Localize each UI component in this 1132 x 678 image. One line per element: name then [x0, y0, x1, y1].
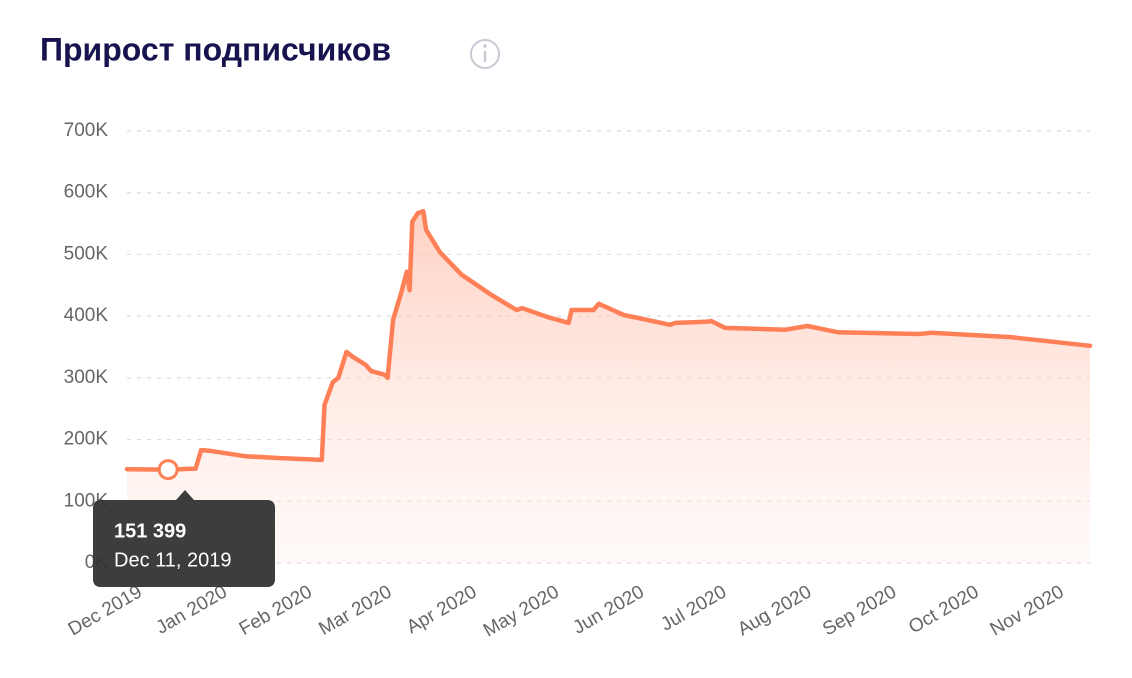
tooltip-value: 151 399	[114, 520, 186, 542]
x-tick-label: Apr 2020	[403, 581, 480, 638]
x-tick-label: May 2020	[480, 581, 563, 641]
info-icon[interactable]	[470, 39, 500, 69]
x-tick-label: Mar 2020	[315, 581, 395, 639]
x-tick-label: Jul 2020	[657, 581, 730, 635]
x-tick-label: Dec 2019	[65, 581, 146, 640]
x-tick-label: Oct 2020	[905, 581, 982, 638]
x-tick-label: Jan 2020	[153, 581, 231, 638]
y-tick-label: 400K	[64, 305, 109, 326]
x-tick-label: Nov 2020	[987, 581, 1068, 640]
tooltip-box	[93, 490, 275, 587]
x-tick-label: Feb 2020	[236, 581, 316, 639]
y-tick-label: 300K	[64, 367, 109, 388]
chart-title: Прирост подписчиков	[40, 31, 391, 67]
y-tick-label: 600K	[64, 182, 109, 203]
area-fill	[127, 211, 1090, 563]
x-tick-label: Aug 2020	[734, 581, 815, 640]
line	[124, 208, 1093, 472]
tooltip-date: Dec 11, 2019	[114, 549, 232, 571]
x-tick-label: Sep 2020	[819, 581, 900, 640]
x-tick-label: Jun 2020	[570, 581, 648, 638]
y-tick-label: 700K	[64, 120, 109, 141]
y-tick-label: 200K	[64, 429, 109, 450]
hover-point	[157, 459, 179, 481]
y-tick-label: 500K	[64, 243, 109, 264]
